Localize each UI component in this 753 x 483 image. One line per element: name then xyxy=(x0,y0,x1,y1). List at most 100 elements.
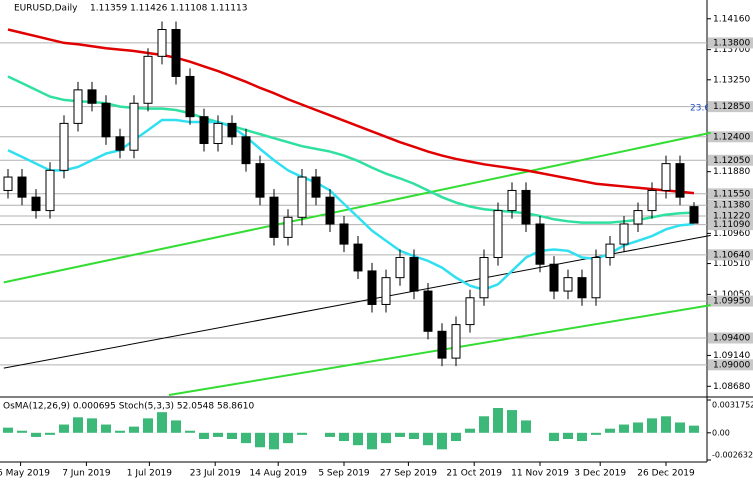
level-label: 1.09950 xyxy=(713,297,750,307)
osma-bar xyxy=(423,432,433,446)
y-tick-label: 1.08680 xyxy=(713,382,750,392)
osma-bar xyxy=(17,430,27,433)
candle-body xyxy=(227,122,237,138)
osma-bar xyxy=(73,417,83,433)
x-tick-label: 7 Jun 2019 xyxy=(62,469,111,479)
y-tick-label: 1.14160 xyxy=(713,14,750,24)
osma-bar xyxy=(227,432,237,440)
candle-body xyxy=(661,163,671,191)
candle-body xyxy=(339,223,349,245)
osma-bar xyxy=(59,424,69,433)
osma-bar xyxy=(199,432,209,440)
osma-bar xyxy=(283,432,293,444)
osma-bar xyxy=(3,427,13,433)
osma-bar xyxy=(213,432,223,437)
level-label: 1.09000 xyxy=(713,360,750,370)
osma-bar xyxy=(115,430,125,433)
candle-body xyxy=(325,196,335,225)
candle-body xyxy=(17,176,27,198)
candle-body xyxy=(451,324,461,359)
y-tick-label: 1.13700 xyxy=(713,45,750,55)
level-label: 1.11090 xyxy=(713,220,750,230)
y-tick-label: 1.10510 xyxy=(713,259,750,269)
candle-body xyxy=(563,277,573,292)
osma-bar xyxy=(437,432,447,450)
candle-body xyxy=(283,216,293,238)
osma-bar xyxy=(395,432,405,437)
candle-body xyxy=(605,243,615,259)
candle-body xyxy=(199,116,209,145)
level-box xyxy=(708,249,753,261)
ohlc-text: 1.11359 1.11426 1.11108 1.11113 xyxy=(90,4,247,14)
candle-body xyxy=(675,163,685,198)
osma-bar xyxy=(689,425,699,433)
candle-body xyxy=(213,122,223,145)
osma-bar xyxy=(171,420,181,433)
osma-bar xyxy=(675,422,685,433)
osma-bar xyxy=(549,432,559,442)
level-box xyxy=(708,37,753,49)
x-tick-label: 14 Aug 2019 xyxy=(249,469,307,479)
candle-body xyxy=(171,29,181,77)
candle-body xyxy=(395,257,405,279)
osma-bar xyxy=(325,432,335,437)
y-tick-label: 1.11880 xyxy=(713,167,750,177)
candle-body xyxy=(591,257,601,299)
level-label: 1.09400 xyxy=(713,333,750,343)
osma-bar xyxy=(129,426,139,433)
osma-bar xyxy=(297,432,307,435)
candle-body xyxy=(367,270,377,305)
candle-body xyxy=(521,189,531,225)
osma-bar xyxy=(255,432,265,448)
level-box xyxy=(708,359,753,371)
x-tick-label: 5 Sep 2019 xyxy=(318,469,370,479)
x-tick-label: 23 Jul 2019 xyxy=(190,469,241,479)
osma-bar xyxy=(465,428,475,433)
osma-bar xyxy=(563,432,573,440)
osma-bar xyxy=(451,432,461,442)
candle-body xyxy=(381,277,391,305)
candle-body xyxy=(143,55,153,104)
x-tick-label: 27 Sep 2019 xyxy=(380,469,437,479)
oscillator-title: OsMA(12,26,9) 0.000695 Stoch(5,3,3) 52.0… xyxy=(3,402,254,412)
candle-body xyxy=(31,196,41,212)
candle-body xyxy=(241,136,251,165)
candle-body xyxy=(3,176,13,191)
level-box xyxy=(708,101,753,113)
candle-body xyxy=(507,189,517,212)
level-label: 1.13800 xyxy=(713,38,750,48)
osma-bar xyxy=(619,424,629,433)
candle-body xyxy=(45,169,55,212)
level-box xyxy=(708,219,753,231)
candle-body xyxy=(633,210,643,225)
y-tick-label: 1.10050 xyxy=(713,290,750,300)
candle-body xyxy=(101,102,111,138)
y-tick-label: 1.09140 xyxy=(713,351,750,361)
level-label: 1.11550 xyxy=(713,189,750,199)
osma-bar xyxy=(577,432,587,442)
osma-bar xyxy=(157,412,167,433)
osma-bar xyxy=(521,420,531,433)
candle-body xyxy=(311,176,321,198)
level-label: 1.11380 xyxy=(713,201,750,211)
x-tick-label: 1 Jul 2019 xyxy=(127,469,172,479)
osma-bar xyxy=(367,432,377,450)
candle-body xyxy=(115,136,125,151)
osma-bar xyxy=(409,432,419,440)
candle-body xyxy=(437,330,447,359)
candle-body xyxy=(73,89,83,124)
x-tick-label: 3 Dec 2019 xyxy=(574,469,626,479)
osma-bar xyxy=(101,424,111,433)
level-box xyxy=(708,154,753,166)
candle-body xyxy=(255,163,265,198)
osma-bar xyxy=(605,428,615,433)
level-box xyxy=(708,332,753,344)
moving-average xyxy=(7,75,695,224)
candle-body xyxy=(423,290,433,332)
osma-bar xyxy=(647,418,657,433)
level-box xyxy=(708,295,753,307)
x-tick-label: 16 May 2019 xyxy=(0,469,50,479)
x-tick-label: 26 Dec 2019 xyxy=(637,469,695,479)
candle-body xyxy=(409,257,419,292)
osma-bar xyxy=(143,418,153,433)
